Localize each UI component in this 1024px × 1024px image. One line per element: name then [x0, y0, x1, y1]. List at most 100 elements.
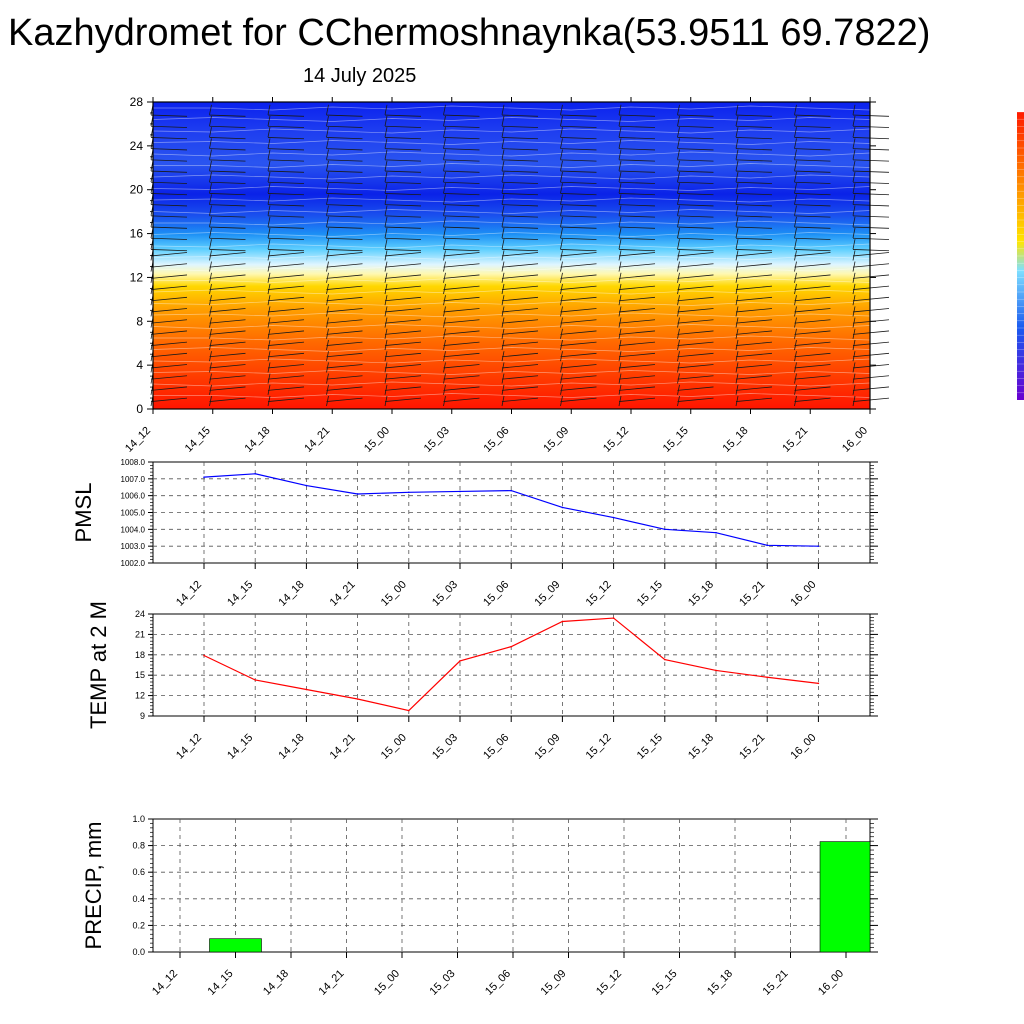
wind-barb-flag	[618, 171, 622, 183]
wind-barb	[501, 341, 539, 346]
wind-barb	[501, 148, 539, 151]
wind-barb-flag	[267, 362, 271, 373]
wind-barb-flag	[852, 250, 856, 261]
pmsl-point	[664, 528, 666, 531]
wind-barb-flag	[267, 328, 271, 339]
wind-barb	[618, 319, 656, 324]
y-tick-label: 0.8	[132, 841, 145, 851]
contour-line	[152, 140, 871, 145]
x-tick-label: 15_18	[705, 968, 735, 998]
wind-barb-flag	[384, 351, 388, 362]
wind-barb	[560, 148, 597, 151]
x-tick-label: 14_21	[328, 579, 358, 609]
wind-barb	[618, 352, 656, 358]
wind-barb	[150, 319, 188, 324]
wind-barb	[384, 170, 422, 173]
wind-barb	[326, 341, 363, 346]
wind-barb	[677, 341, 714, 346]
contour-line	[152, 209, 871, 214]
wind-barb	[326, 170, 363, 173]
pmsl-point	[612, 516, 615, 519]
y-tick-label: 24	[135, 609, 145, 619]
wind-barb	[267, 263, 305, 268]
wind-barb	[443, 319, 480, 324]
wind-barb-flag	[560, 149, 563, 160]
wind-barb-flag	[560, 373, 563, 384]
wind-barb	[735, 319, 773, 324]
wind-barb-flag	[560, 306, 563, 317]
wind-barb-flag	[267, 250, 271, 261]
wind-barb	[150, 296, 188, 302]
wind-barb-flag	[794, 283, 797, 295]
wind-barb-flag	[501, 328, 505, 339]
wind-barb-flag	[677, 205, 680, 216]
contour-line	[152, 301, 871, 306]
wind-barb-flag	[209, 384, 212, 395]
wind-barb	[209, 375, 246, 380]
wind-barb	[794, 193, 831, 196]
wind-barb-flag	[501, 171, 505, 183]
wind-barb-flag	[794, 239, 797, 250]
wind-barb-flag	[267, 160, 271, 171]
wind-barb	[560, 341, 597, 346]
wind-barb	[852, 341, 890, 346]
x-tick-label: 14_21	[317, 968, 347, 998]
y-tick-label: 1.0	[132, 814, 145, 824]
temp-point	[305, 688, 308, 691]
wind-barb-flag	[501, 239, 505, 250]
wind-barb	[267, 137, 305, 140]
y-tick-label: 0.0	[132, 947, 145, 957]
wind-barb	[209, 308, 246, 313]
wind-barb-flag	[384, 261, 388, 272]
wind-barb	[501, 274, 539, 279]
x-tick-label: 15_15	[650, 968, 680, 998]
wind-barb	[267, 319, 305, 324]
wind-barb	[150, 308, 188, 313]
wind-barb	[150, 226, 188, 229]
precip-bar	[209, 938, 262, 953]
wind-barb	[209, 341, 246, 346]
wind-barb	[267, 308, 305, 313]
pmsl-point	[817, 545, 820, 547]
wind-barb-flag	[560, 104, 563, 115]
wind-barb-flag	[677, 373, 680, 384]
wind-barb	[384, 386, 422, 391]
wind-barb	[326, 397, 363, 402]
x-tick-label: 16_00	[840, 425, 870, 455]
wind-barb-flag	[735, 362, 739, 373]
wind-barb-flag	[735, 261, 739, 272]
wind-barb-flag	[443, 373, 446, 384]
wind-barb-flag	[501, 115, 505, 127]
wind-barb	[150, 274, 188, 279]
wind-barb	[794, 263, 831, 268]
wind-barb-flag	[794, 115, 797, 127]
wind-barb-flag	[501, 250, 505, 261]
wind-barb	[501, 170, 539, 173]
precip-frame	[152, 818, 871, 953]
wind-barb	[384, 296, 422, 302]
x-tick-label: 15_00	[379, 579, 409, 609]
y-tick-label: 8	[136, 314, 143, 328]
wind-barb-flag	[735, 239, 739, 250]
wind-barb-flag	[326, 115, 329, 127]
wind-barb	[852, 296, 890, 302]
wind-barb	[735, 341, 773, 346]
wind-barb-flag	[267, 115, 271, 127]
wind-barb-flag	[267, 283, 271, 295]
x-tick-label: 14_18	[276, 732, 306, 762]
wind-barb	[384, 330, 422, 335]
wind-barb	[326, 125, 363, 128]
wind-barb	[384, 181, 422, 184]
pmsl-point	[459, 490, 461, 493]
wind-barb-flag	[560, 250, 563, 261]
wind-barb	[501, 263, 539, 268]
temp-point	[561, 620, 564, 623]
wind-barb	[150, 252, 188, 257]
wind-barb-flag	[677, 351, 680, 362]
wind-barb-flag	[735, 183, 739, 194]
wind-barb-flag	[735, 328, 739, 339]
wind-barb	[735, 330, 773, 335]
wind-barb-flag	[618, 362, 622, 373]
wind-barb	[677, 263, 714, 268]
wind-barb-flag	[618, 295, 622, 306]
